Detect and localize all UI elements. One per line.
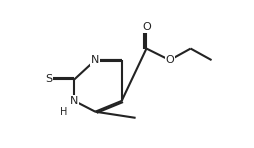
- Text: S: S: [45, 74, 52, 84]
- Text: O: O: [165, 55, 174, 65]
- Text: H: H: [60, 107, 67, 117]
- Text: O: O: [142, 22, 151, 32]
- Text: N: N: [91, 55, 100, 65]
- Text: N: N: [70, 96, 78, 106]
